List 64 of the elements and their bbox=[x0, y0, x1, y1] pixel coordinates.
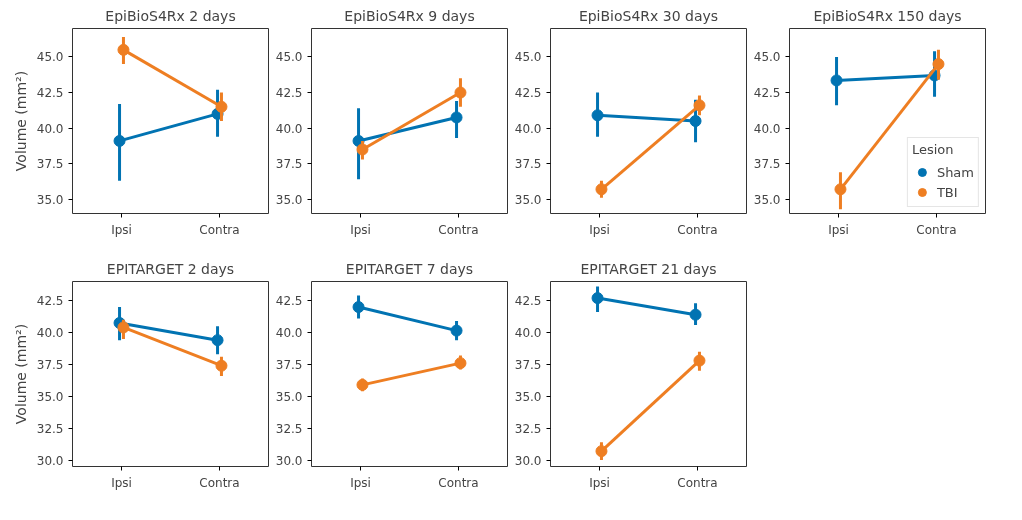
chart-title: EPITARGET 7 days bbox=[345, 260, 474, 277]
chart-title: EPITARGET 21 days bbox=[580, 260, 717, 277]
y-tick-label: 35.0 bbox=[514, 389, 542, 404]
y-tick-label: 35.0 bbox=[753, 192, 781, 207]
y-tick-label: 40.0 bbox=[36, 121, 64, 136]
x-tick-label: Contra bbox=[199, 222, 240, 237]
y-axis-title: Volume (mm²) bbox=[12, 70, 29, 172]
y-tick-label: 40.0 bbox=[36, 326, 64, 341]
x-tick-label: Ipsi bbox=[111, 475, 132, 490]
y-tick-label: 37.5 bbox=[753, 157, 781, 172]
y-tick-label: 40.0 bbox=[514, 121, 542, 136]
y-tick-label: 40.0 bbox=[753, 121, 781, 136]
y-tick-label: 42.5 bbox=[36, 86, 64, 101]
y-tick-label: 35.0 bbox=[36, 192, 64, 207]
y-tick-label: 37.5 bbox=[275, 357, 303, 372]
legend-title: Lesion bbox=[911, 142, 955, 157]
x-tick-label: Contra bbox=[438, 475, 479, 490]
y-tick-label: 45.0 bbox=[514, 50, 542, 65]
x-tick-label: Ipsi bbox=[589, 475, 610, 490]
y-tick-label: 32.5 bbox=[36, 421, 64, 436]
y-tick-label: 37.5 bbox=[514, 357, 542, 372]
x-tick-label: Ipsi bbox=[828, 222, 849, 237]
chart-title: EpiBioS4Rx 150 days bbox=[813, 7, 962, 24]
x-tick-label: Ipsi bbox=[350, 475, 371, 490]
y-tick-label: 40.0 bbox=[275, 326, 303, 341]
y-tick-label: 37.5 bbox=[275, 157, 303, 172]
chart-title: EpiBioS4Rx 30 days bbox=[578, 7, 719, 24]
y-tick-label: 40.0 bbox=[514, 326, 542, 341]
y-tick-label: 45.0 bbox=[753, 50, 781, 65]
chart-title: EPITARGET 2 days bbox=[106, 260, 235, 277]
legend-label: Sham bbox=[936, 164, 974, 180]
y-tick-label: 45.0 bbox=[36, 50, 64, 65]
y-tick-label: 40.0 bbox=[275, 121, 303, 136]
x-tick-label: Contra bbox=[677, 222, 718, 237]
y-tick-label: 30.0 bbox=[275, 453, 303, 468]
x-tick-label: Ipsi bbox=[589, 222, 610, 237]
chart-title: EpiBioS4Rx 9 days bbox=[344, 7, 475, 24]
x-tick-label: Contra bbox=[438, 222, 479, 237]
x-tick-label: Contra bbox=[916, 222, 957, 237]
x-tick-label: Contra bbox=[199, 475, 240, 490]
y-tick-label: 30.0 bbox=[36, 453, 64, 468]
chart-title: EpiBioS4Rx 2 days bbox=[105, 7, 236, 24]
y-tick-label: 32.5 bbox=[275, 421, 303, 436]
legend-label: TBI bbox=[936, 184, 958, 200]
y-tick-label: 42.5 bbox=[514, 86, 542, 101]
x-tick-label: Ipsi bbox=[350, 222, 371, 237]
x-tick-label: Ipsi bbox=[111, 222, 132, 237]
y-tick-label: 32.5 bbox=[514, 421, 542, 436]
y-tick-label: 30.0 bbox=[514, 453, 542, 468]
y-tick-label: 45.0 bbox=[275, 50, 303, 65]
x-tick-label: Contra bbox=[677, 475, 718, 490]
y-tick-label: 42.5 bbox=[514, 294, 542, 309]
y-axis-title: Volume (mm²) bbox=[12, 323, 29, 425]
y-tick-label: 35.0 bbox=[514, 192, 542, 207]
y-tick-label: 35.0 bbox=[36, 389, 64, 404]
y-tick-label: 35.0 bbox=[275, 192, 303, 207]
y-tick-label: 37.5 bbox=[514, 157, 542, 172]
y-tick-label: 42.5 bbox=[275, 294, 303, 309]
y-tick-label: 42.5 bbox=[36, 294, 64, 309]
y-tick-label: 37.5 bbox=[36, 157, 64, 172]
y-tick-label: 35.0 bbox=[275, 389, 303, 404]
y-tick-label: 42.5 bbox=[275, 86, 303, 101]
y-tick-label: 42.5 bbox=[753, 86, 781, 101]
y-tick-label: 37.5 bbox=[36, 357, 64, 372]
